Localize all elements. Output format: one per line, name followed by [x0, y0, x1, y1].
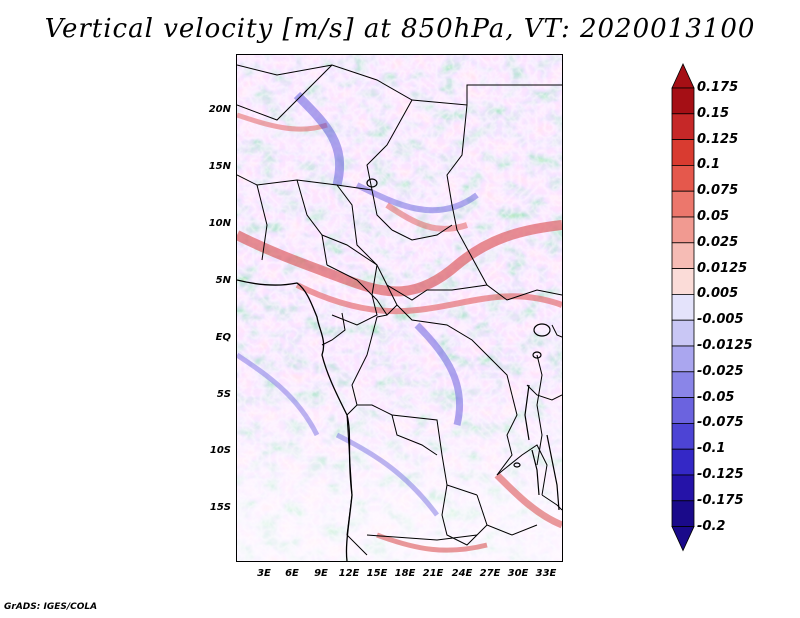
colorbar-level-label: 0.025: [697, 234, 739, 250]
colorbar: [671, 63, 695, 552]
colorbar-level-label: -0.1: [697, 441, 726, 457]
colorbar-swatch: [671, 139, 695, 166]
grads-credit: GrADS: IGES/COLA: [4, 602, 98, 612]
lat-label-eq: EQ: [215, 332, 231, 343]
colorbar-level-label: -0.125: [697, 467, 744, 482]
vertical-velocity-field: [237, 55, 562, 561]
descent-bands: [237, 91, 479, 517]
colorbar-level-label: 0.05: [697, 209, 730, 224]
colorbar-swatch: [671, 190, 695, 218]
lon-label-3e: 3E: [257, 568, 271, 579]
colorbar-level-label: -0.0125: [697, 338, 753, 353]
map-plot-area: [236, 54, 563, 562]
lat-label-15n: 15N: [208, 161, 231, 172]
colorbar-level-label: 0.005: [697, 286, 739, 302]
lat-label-5n: 5N: [215, 275, 231, 286]
colorbar-level-label: 0.075: [697, 183, 739, 199]
map-title: Vertical velocity [m/s] at 850hPa, VT: 2…: [44, 14, 756, 44]
colorbar-swatch: [671, 448, 695, 476]
colorbar-level-label: 0.15: [697, 105, 730, 121]
lat-label-15s: 15S: [209, 502, 231, 513]
country-boundaries: [237, 64, 562, 556]
colorbar-swatch: [671, 293, 695, 321]
lon-label-9e: 9E: [314, 568, 328, 579]
colorbar-bottom-arrow: [671, 526, 695, 552]
colorbar-level-label: 0.1: [697, 157, 721, 173]
colorbar-level-label: 0.175: [697, 80, 739, 95]
lon-label-6e: 6E: [285, 568, 299, 579]
colorbar-swatch: [671, 87, 695, 115]
lon-label-15e: 15E: [366, 568, 388, 579]
lon-label-12e: 12E: [338, 568, 360, 579]
lon-label-27e: 27E: [479, 568, 501, 579]
colorbar-level-label: -0.175: [697, 492, 744, 508]
colorbar-level-label: -0.025: [697, 363, 744, 379]
colorbar-swatch: [671, 242, 695, 270]
colorbar-top-arrow: [671, 63, 695, 89]
colorbar-swatch: [671, 397, 695, 424]
colorbar-swatch: [671, 500, 695, 527]
colorbar-swatch: [671, 319, 695, 347]
colorbar-swatch: [671, 345, 695, 373]
colorbar-swatch: [671, 113, 695, 140]
lakes: [366, 178, 560, 511]
colorbar-swatch: [671, 165, 695, 192]
lat-label-20n: 20N: [208, 104, 231, 115]
lon-label-18e: 18E: [394, 568, 416, 579]
lat-label-10n: 10N: [208, 218, 231, 229]
colorbar-swatch: [671, 422, 695, 450]
colorbar-level-label: -0.005: [697, 312, 744, 328]
lon-label-21e: 21E: [422, 568, 444, 579]
colorbar-level-label: -0.05: [697, 389, 735, 405]
colorbar-swatch: [671, 371, 695, 398]
colorbar-level-label: -0.2: [697, 518, 726, 534]
coastline: [237, 279, 353, 561]
colorbar-swatch: [671, 474, 695, 502]
lat-label-10s: 10S: [209, 445, 231, 456]
lon-label-24e: 24E: [451, 568, 473, 579]
colorbar-level-label: 0.125: [697, 131, 739, 147]
colorbar-level-label: -0.075: [697, 415, 744, 431]
lat-label-5s: 5S: [216, 389, 231, 400]
lon-label-33e: 33E: [535, 568, 557, 579]
colorbar-level-label: 0.0125: [697, 260, 748, 276]
lon-label-30e: 30E: [507, 568, 529, 579]
colorbar-swatch: [671, 216, 695, 244]
colorbar-swatch: [671, 268, 695, 295]
